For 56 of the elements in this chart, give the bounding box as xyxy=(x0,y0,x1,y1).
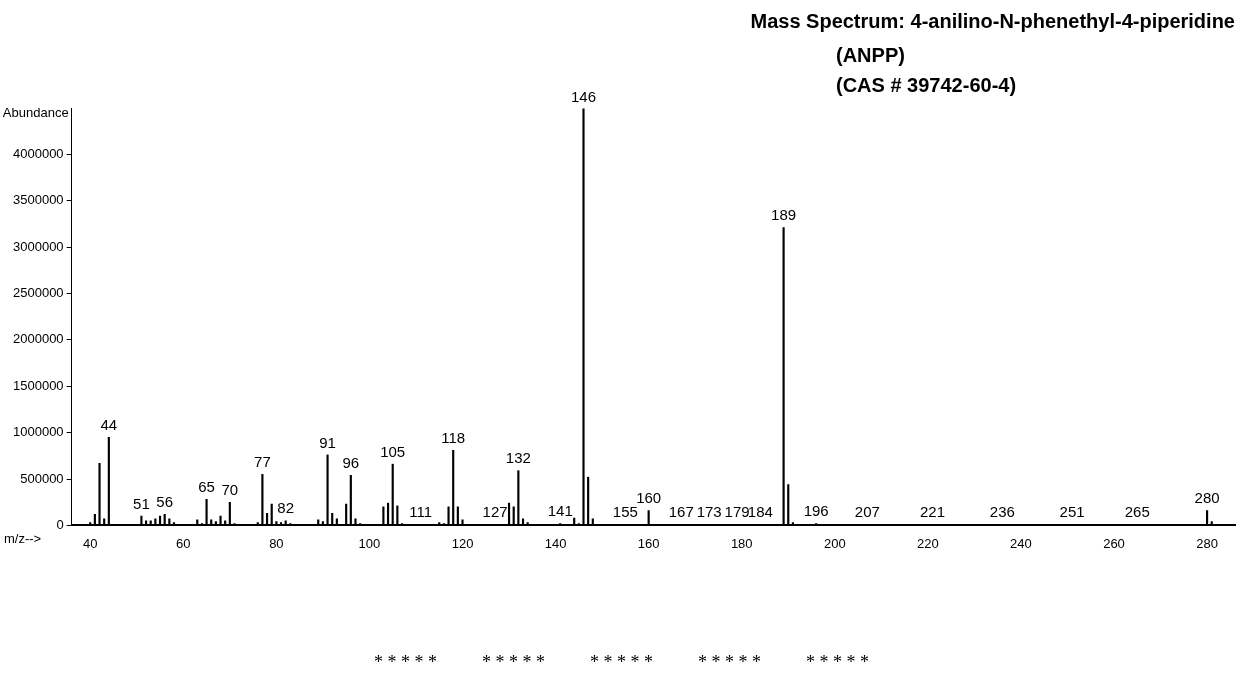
y-axis-title: Abundance xyxy=(2,105,69,121)
y-tick-label: 3500000 xyxy=(12,192,64,208)
annotation: 118 xyxy=(441,428,466,446)
y-tick-label: 1500000 xyxy=(12,377,64,393)
annotation: 65 xyxy=(198,478,215,496)
annotation: 280 xyxy=(1194,489,1220,507)
annotation: 127 xyxy=(482,503,508,521)
annotation: 160 xyxy=(636,489,662,507)
annotation: 189 xyxy=(771,206,797,224)
y-tick-label: 0 xyxy=(56,516,64,532)
x-tick-label: 140 xyxy=(544,535,567,551)
x-tick-label: 280 xyxy=(1196,535,1218,551)
annotation: 196 xyxy=(803,502,829,520)
annotation: 236 xyxy=(989,503,1015,521)
y-tick-label: 1000000 xyxy=(12,424,64,440)
x-axis-title: m/z--> xyxy=(4,531,42,547)
chart-subtitle: (ANPP) (CAS # 39742-60-4) xyxy=(836,43,1017,98)
x-tick-label: 40 xyxy=(82,535,98,551)
annotation: 155 xyxy=(612,503,638,521)
y-tick-label: 2500000 xyxy=(12,285,64,301)
y-tick-label: 500000 xyxy=(20,470,64,486)
annotation: 132 xyxy=(505,449,531,467)
annotation: 82 xyxy=(277,499,295,517)
x-tick-label: 240 xyxy=(1010,535,1032,551)
x-tick-label: 60 xyxy=(176,535,191,551)
x-tick-label: 120 xyxy=(451,535,474,551)
annotation: 173 xyxy=(696,503,722,521)
annotation: 141 xyxy=(547,502,573,520)
x-tick-label: 180 xyxy=(730,535,753,551)
annotation: 221 xyxy=(920,503,946,521)
y-tick-label: 2000000 xyxy=(12,331,64,347)
x-tick-label: 100 xyxy=(358,535,381,551)
annotation: 251 xyxy=(1059,503,1085,521)
annotation: 70 xyxy=(221,480,239,498)
x-tick-label: 220 xyxy=(917,535,939,551)
annotation: 265 xyxy=(1124,503,1150,521)
annotation: 179 xyxy=(724,503,750,521)
annotation: 51 xyxy=(133,494,150,512)
annotation: 91 xyxy=(319,433,336,451)
annotation: 56 xyxy=(156,492,174,510)
annotation: 44 xyxy=(100,415,118,433)
y-tick-label: 3000000 xyxy=(12,238,64,254)
x-tick-label: 260 xyxy=(1103,535,1125,551)
annotation: 207 xyxy=(854,503,880,521)
annotation: 146 xyxy=(570,87,597,105)
y-tick-label: 4000000 xyxy=(12,145,64,161)
annotation: 96 xyxy=(342,453,360,471)
chart-title: Mass Spectrum: 4-anilino-N-phenethyl-4-piperidine xyxy=(750,10,1235,33)
annotation: 77 xyxy=(254,453,271,471)
annotation: 167 xyxy=(668,503,694,521)
annotation: 105 xyxy=(380,442,406,460)
text: * * * * * * * * * * * * * * * * * * * * * * * * * xyxy=(373,652,870,673)
x-tick-label: 80 xyxy=(269,535,284,551)
x-tick-label: 160 xyxy=(637,535,660,551)
annotation: 111 xyxy=(409,503,433,521)
x-tick-label: 200 xyxy=(823,535,846,551)
